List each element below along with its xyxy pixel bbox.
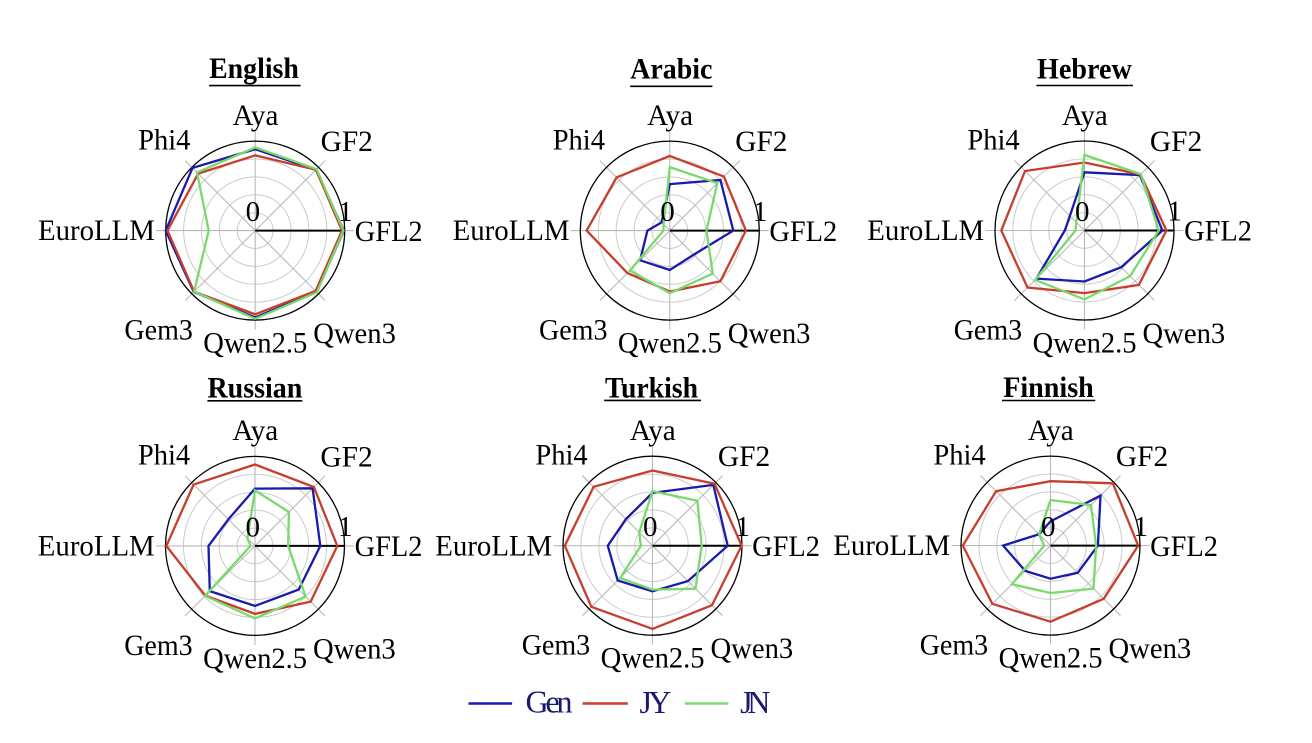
svg-text:GFL2: GFL2 (769, 216, 837, 248)
svg-text:GFL2: GFL2 (1184, 216, 1252, 248)
svg-text:Qwen2.5: Qwen2.5 (203, 328, 307, 360)
svg-text:GF2: GF2 (320, 441, 372, 473)
svg-text:EuroLLM: EuroLLM (435, 530, 552, 562)
svg-text:Turkish: Turkish (605, 371, 698, 404)
svg-text:Gem3: Gem3 (954, 314, 1023, 346)
svg-text:GFL2: GFL2 (355, 216, 423, 248)
svg-text:Arabic: Arabic (630, 53, 712, 86)
svg-text:JN: JN (740, 684, 770, 720)
svg-text:EuroLLM: EuroLLM (867, 215, 984, 247)
svg-text:Gem3: Gem3 (920, 630, 989, 662)
svg-text:Qwen3: Qwen3 (1109, 633, 1192, 665)
svg-text:Aya: Aya (630, 415, 676, 447)
svg-text:GFL2: GFL2 (355, 531, 423, 563)
svg-text:GFL2: GFL2 (752, 531, 820, 563)
svg-text:GFL2: GFL2 (1150, 531, 1218, 563)
svg-text:EuroLLM: EuroLLM (833, 530, 950, 562)
svg-text:Gem3: Gem3 (539, 315, 608, 347)
svg-text:1: 1 (753, 196, 768, 228)
svg-text:1: 1 (736, 511, 751, 543)
svg-text:Finnish: Finnish (1003, 371, 1094, 404)
svg-text:1: 1 (338, 196, 353, 228)
svg-text:0: 0 (246, 196, 261, 228)
svg-text:GF2: GF2 (718, 441, 770, 473)
svg-text:Qwen2.5: Qwen2.5 (203, 643, 307, 675)
svg-text:Phi4: Phi4 (967, 124, 1020, 156)
svg-text:EuroLLM: EuroLLM (38, 215, 155, 247)
svg-text:0: 0 (660, 196, 675, 228)
svg-text:0: 0 (245, 511, 260, 543)
svg-text:Qwen2.5: Qwen2.5 (618, 328, 722, 360)
svg-text:1: 1 (338, 511, 353, 543)
svg-text:1: 1 (1168, 196, 1183, 228)
svg-text:EuroLLM: EuroLLM (453, 215, 570, 247)
svg-text:GF2: GF2 (1116, 441, 1168, 473)
svg-text:0: 0 (1075, 196, 1090, 228)
svg-text:Aya: Aya (232, 415, 278, 447)
svg-text:0: 0 (643, 511, 658, 543)
svg-text:Qwen3: Qwen3 (728, 318, 811, 350)
svg-text:Phi4: Phi4 (138, 124, 191, 156)
svg-text:Aya: Aya (647, 100, 693, 132)
svg-text:Qwen3: Qwen3 (1143, 318, 1226, 350)
svg-text:EuroLLM: EuroLLM (38, 531, 155, 563)
svg-text:GF2: GF2 (321, 126, 373, 158)
svg-text:Phi4: Phi4 (933, 439, 986, 471)
svg-text:Gem3: Gem3 (124, 630, 193, 662)
svg-text:Hebrew: Hebrew (1037, 53, 1132, 86)
svg-text:Qwen3: Qwen3 (313, 633, 396, 665)
svg-text:1: 1 (1134, 511, 1149, 543)
svg-text:GF2: GF2 (735, 126, 787, 158)
svg-text:Phi4: Phi4 (553, 124, 606, 156)
svg-text:Aya: Aya (233, 100, 279, 132)
svg-text:Qwen2.5: Qwen2.5 (999, 643, 1103, 675)
svg-text:Qwen3: Qwen3 (711, 633, 794, 665)
svg-text:English: English (209, 52, 299, 85)
svg-text:Gem3: Gem3 (522, 630, 591, 662)
svg-text:Phi4: Phi4 (138, 440, 191, 472)
svg-text:0: 0 (1041, 511, 1056, 543)
svg-text:GF2: GF2 (1150, 126, 1202, 158)
svg-text:Aya: Aya (1028, 415, 1074, 447)
svg-text:Phi4: Phi4 (535, 440, 588, 472)
svg-text:Aya: Aya (1062, 100, 1108, 132)
svg-text:JY: JY (640, 684, 672, 720)
svg-text:Qwen2.5: Qwen2.5 (601, 643, 705, 675)
svg-text:Qwen2.5: Qwen2.5 (1033, 327, 1137, 359)
svg-text:Russian: Russian (207, 372, 302, 405)
svg-text:Gem3: Gem3 (124, 315, 193, 347)
svg-text:Qwen3: Qwen3 (313, 318, 396, 350)
svg-text:Gen: Gen (526, 684, 573, 720)
